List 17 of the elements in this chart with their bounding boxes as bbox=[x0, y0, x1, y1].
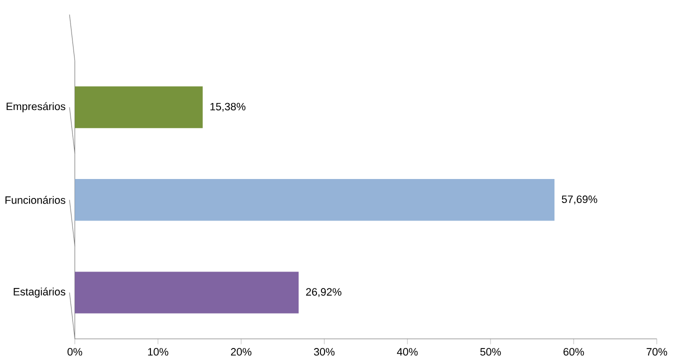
x-tick-label: 0% bbox=[68, 348, 82, 356]
data-label: 15,38% bbox=[210, 102, 246, 112]
y-tick-label: Empresários bbox=[6, 102, 66, 112]
x-tick-label: 70% bbox=[646, 348, 668, 356]
x-tick-label: 30% bbox=[314, 348, 335, 356]
bar bbox=[74, 272, 299, 314]
x-tick-label: 60% bbox=[564, 348, 584, 356]
data-label: 57,69% bbox=[562, 195, 598, 204]
x-tick-label: 20% bbox=[230, 348, 252, 356]
data-label: 26,92% bbox=[306, 288, 342, 297]
bar bbox=[74, 86, 203, 128]
bar bbox=[74, 178, 554, 221]
y-tick-label: Estagiários bbox=[14, 287, 66, 298]
x-tick-label: 10% bbox=[148, 348, 168, 356]
x-tick-label: 40% bbox=[396, 348, 418, 356]
y-tick-label: Funcionários bbox=[5, 196, 66, 204]
x-tick-label: 50% bbox=[480, 348, 501, 356]
